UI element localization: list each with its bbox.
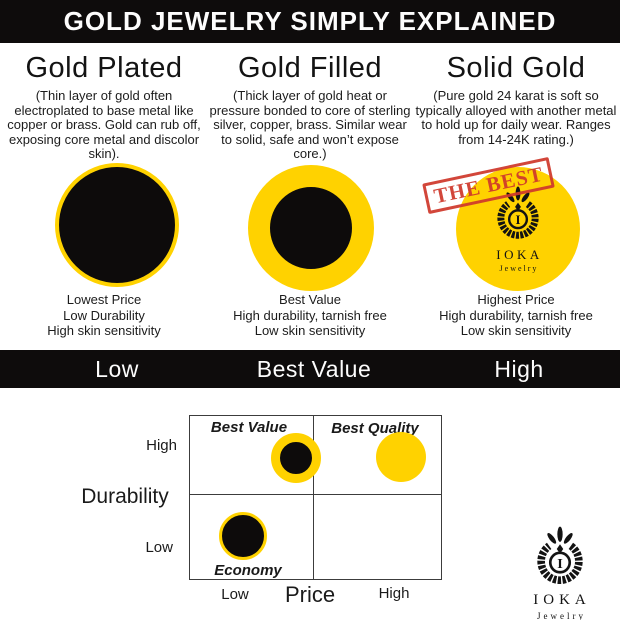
gold-plated-heading: Gold Plated — [25, 52, 183, 84]
gold-filled-description: (Thick layer of gold heat or pressure bo… — [209, 88, 411, 162]
ioka-crest-icon: I — [537, 526, 583, 584]
rating-best-value-label: Best Value — [256, 356, 372, 382]
gold-filled-circle-icon — [248, 165, 374, 291]
y-axis-label: Durability — [81, 485, 169, 508]
economy-bubble-icon — [219, 512, 267, 560]
column-gold-filled: Gold Filled (Thick layer of gold heat or… — [208, 52, 412, 162]
attribute-line: Low Durability — [63, 307, 145, 323]
best-value-bubble-icon — [271, 433, 321, 483]
gold-filled-attributes: Best Value High durability, tarnish free… — [208, 292, 412, 339]
quadrant-label-economy: Economy — [214, 562, 282, 579]
gold-plated-description: (Thin layer of gold often electroplated … — [7, 88, 201, 162]
attribute-line: High durability, tarnish free — [439, 307, 593, 323]
grid-horizontal-divider — [189, 494, 441, 495]
page-title: GOLD JEWELRY SIMPLY EXPLAINED — [63, 6, 557, 36]
ioka-logo-name: IOKA — [496, 247, 543, 262]
attribute-line: High durability, tarnish free — [233, 307, 387, 323]
solid-gold-description: (Pure gold 24 karat is soft so typically… — [415, 88, 617, 147]
attribute-line: Best Value — [279, 292, 341, 307]
solid-gold-circle-icon: I IOKA Jewelry — [456, 167, 580, 291]
quadrant-chart-grid — [189, 415, 442, 580]
grid-vertical-divider — [313, 415, 314, 579]
ioka-crest-icon: I — [497, 186, 539, 239]
solid-gold-heading: Solid Gold — [446, 52, 586, 84]
x-axis-label: Price — [284, 582, 336, 607]
gold-plated-circle-icon — [55, 163, 179, 287]
gold-filled-heading: Gold Filled — [237, 52, 383, 84]
x-axis-low-tick: Low — [221, 586, 249, 603]
gold-plated-attributes: Lowest Price Low Durability High skin se… — [2, 292, 206, 339]
quadrant-label-best-value: Best Value — [210, 419, 288, 436]
column-gold-plated: Gold Plated (Thin layer of gold often el… — [2, 52, 206, 162]
y-axis-high-tick: High — [146, 437, 177, 454]
attribute-line: High skin sensitivity — [47, 323, 161, 338]
footer-brand-logo: I IOKA Jewelry — [505, 526, 615, 620]
rating-bar: Low Best Value High — [0, 350, 620, 388]
header-bar: GOLD JEWELRY SIMPLY EXPLAINED — [0, 0, 620, 43]
attribute-line: Low skin sensitivity — [460, 323, 572, 338]
x-axis-high-tick: High — [378, 585, 410, 602]
rating-high-label: High — [494, 356, 544, 382]
ioka-initial: I — [557, 556, 563, 572]
attribute-line: Lowest Price — [66, 292, 142, 307]
solid-gold-attributes: Highest Price High durability, tarnish f… — [414, 292, 618, 339]
attribute-line: Low skin sensitivity — [254, 323, 366, 338]
y-axis-low-tick: Low — [145, 539, 173, 556]
attribute-line: Highest Price — [477, 292, 555, 307]
ioka-logo-sub: Jewelry — [499, 264, 539, 273]
best-quality-bubble-icon — [376, 432, 426, 482]
ioka-logo-name: IOKA — [533, 592, 591, 608]
ioka-logo-sub: Jewelry — [537, 611, 586, 620]
ioka-initial: I — [516, 213, 521, 227]
column-solid-gold: Solid Gold (Pure gold 24 karat is soft s… — [414, 52, 618, 147]
rating-low-label: Low — [95, 356, 139, 382]
